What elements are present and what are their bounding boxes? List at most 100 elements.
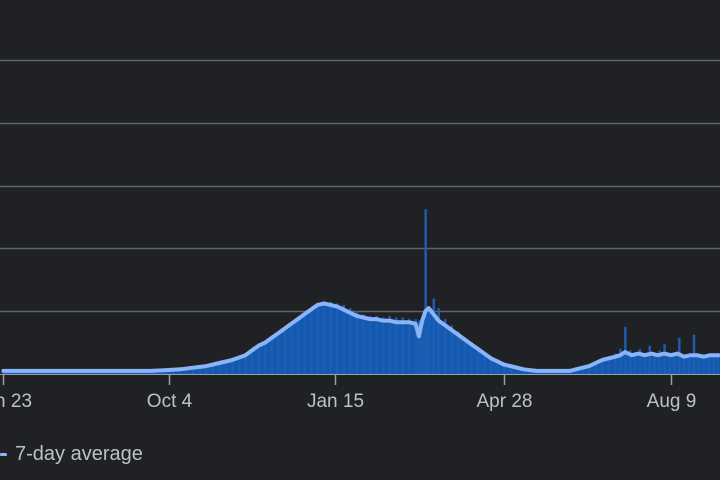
daily-bar xyxy=(290,326,293,374)
daily-bar xyxy=(712,355,715,374)
daily-bar xyxy=(270,339,273,374)
daily-bar xyxy=(264,344,267,374)
daily-bar xyxy=(648,345,651,374)
daily-bar xyxy=(457,331,460,374)
daily-bar xyxy=(309,311,313,374)
daily-bar xyxy=(509,366,512,374)
daily-bar xyxy=(342,304,345,374)
daily-bar xyxy=(658,350,661,374)
x-tick-label: Aug 9 xyxy=(647,391,697,412)
daily-bar xyxy=(427,306,431,374)
daily-bar xyxy=(683,356,686,374)
daily-bar xyxy=(444,319,447,374)
daily-bar xyxy=(697,355,701,374)
daily-bar xyxy=(668,353,671,374)
average-area xyxy=(3,303,719,374)
gridlines xyxy=(0,59,720,313)
daily-bar xyxy=(601,359,604,374)
daily-bar xyxy=(381,317,385,374)
x-ticks xyxy=(2,374,673,385)
legend-swatch xyxy=(0,452,7,456)
daily-bar xyxy=(336,303,339,374)
daily-bar xyxy=(205,366,208,374)
daily-bar xyxy=(437,308,440,374)
average-line xyxy=(1,301,720,373)
daily-bar xyxy=(575,369,578,374)
area-fill xyxy=(3,303,719,374)
daily-bar xyxy=(277,336,280,374)
daily-bar xyxy=(296,320,300,374)
daily-bar xyxy=(432,298,435,374)
daily-bar xyxy=(368,315,372,374)
daily-bar xyxy=(375,315,378,374)
x-tick-labels: Jun 23 Oct 4 Jan 15 Apr 28 Aug 9 xyxy=(0,391,696,412)
daily-bar xyxy=(231,359,234,374)
x-tick-label: Oct 4 xyxy=(147,391,193,412)
legend-label: 7-day average xyxy=(15,442,143,465)
x-tick-label: Jan 15 xyxy=(307,391,364,412)
daily-bar xyxy=(198,367,201,374)
daily-bar xyxy=(483,353,486,374)
daily-bar xyxy=(237,358,241,374)
daily-bar xyxy=(362,314,365,374)
daily-bar xyxy=(329,301,332,374)
daily-bar xyxy=(414,319,417,374)
daily-bar xyxy=(316,306,319,374)
daily-bar xyxy=(218,364,221,374)
daily-bar xyxy=(496,361,499,374)
daily-bar xyxy=(629,350,632,374)
daily-bar xyxy=(424,209,427,374)
daily-bar xyxy=(323,303,326,374)
daily-bar xyxy=(702,356,705,374)
daily-bar xyxy=(185,369,188,374)
daily-bar xyxy=(619,348,622,374)
daily-bar xyxy=(607,356,611,374)
daily-bar xyxy=(257,348,260,374)
daily-bar xyxy=(522,369,525,374)
daily-bar xyxy=(476,348,480,374)
daily-bar xyxy=(355,311,359,374)
daily-bar xyxy=(159,370,162,374)
daily-bar xyxy=(633,355,637,374)
daily-bar xyxy=(663,344,666,374)
daily-bar xyxy=(653,355,656,374)
daily-bar xyxy=(638,348,642,374)
daily-bar xyxy=(581,367,584,374)
daily-bar xyxy=(687,358,691,374)
daily-bar xyxy=(192,369,195,374)
daily-bar xyxy=(489,358,493,374)
daily-bar xyxy=(463,337,467,374)
daily-bar xyxy=(388,315,391,374)
x-tick-label: Jun 23 xyxy=(0,391,32,412)
daily-bar xyxy=(395,317,398,374)
daily-bar xyxy=(408,319,411,374)
daily-bar xyxy=(179,370,182,374)
daily-bar xyxy=(349,308,352,374)
daily-bar xyxy=(165,370,169,374)
daily-bar xyxy=(224,363,228,374)
daily-bar xyxy=(251,353,254,374)
daily-bar xyxy=(717,353,720,374)
daily-bar xyxy=(172,370,175,374)
x-tick-label: Apr 28 xyxy=(477,391,533,412)
daily-bar xyxy=(614,353,617,374)
average-line-path xyxy=(1,301,720,373)
daily-bar xyxy=(450,325,453,374)
daily-bar xyxy=(401,317,404,374)
daily-bar xyxy=(303,315,306,374)
daily-bar xyxy=(417,320,421,374)
daily-bar xyxy=(421,319,424,374)
daily-bar xyxy=(516,367,519,374)
daily-bar xyxy=(470,342,473,374)
daily-bar xyxy=(643,353,647,374)
daily-bar xyxy=(244,356,247,374)
daily-bar xyxy=(594,363,597,374)
daily-bar xyxy=(588,366,591,374)
daily-bar xyxy=(673,355,676,374)
daily-bar xyxy=(503,364,506,374)
daily-bar xyxy=(211,364,215,374)
legend[interactable]: 7-day average xyxy=(0,438,143,470)
daily-bar xyxy=(283,331,287,374)
